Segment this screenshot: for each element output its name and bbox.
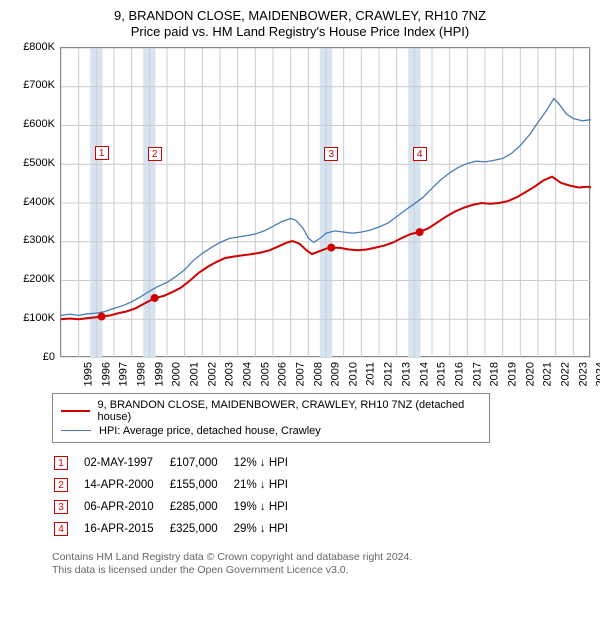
- x-axis-label: 1997: [118, 362, 130, 386]
- sale-marker-label: 4: [413, 147, 427, 161]
- x-axis-label: 2012: [383, 362, 395, 386]
- x-axis-label: 2003: [224, 362, 236, 386]
- sale-marker-label: 1: [95, 146, 109, 160]
- sale-marker-label: 3: [324, 147, 338, 161]
- x-axis-label: 1998: [135, 362, 147, 386]
- y-axis-label: £400K: [9, 196, 55, 208]
- y-axis-label: £300K: [9, 234, 55, 246]
- table-row: 2 14-APR-2000£155,00021% ↓ HPI: [54, 475, 302, 495]
- sale-price: £107,000: [170, 453, 232, 473]
- table-row: 1 02-MAY-1997£107,00012% ↓ HPI: [54, 453, 302, 473]
- sale-marker-dot: [327, 243, 335, 251]
- x-axis-label: 2013: [400, 362, 412, 386]
- sales-table: 1 02-MAY-1997£107,00012% ↓ HPI 2 14-APR-200…: [52, 451, 304, 541]
- table-row: 3 06-APR-2010£285,00019% ↓ HPI: [54, 497, 302, 517]
- y-axis-label: £200K: [9, 273, 55, 285]
- sale-price: £325,000: [170, 519, 232, 539]
- x-axis-label: 2020: [524, 362, 536, 386]
- sale-marker-ref: 2: [54, 478, 68, 492]
- legend-label: HPI: Average price, detached house, Craw…: [99, 425, 321, 437]
- sale-price: £155,000: [170, 475, 232, 495]
- legend: 9, BRANDON CLOSE, MAIDENBOWER, CRAWLEY, …: [52, 393, 490, 443]
- sale-date: 14-APR-2000: [84, 475, 168, 495]
- x-axis-label: 2021: [542, 362, 554, 386]
- legend-label: 9, BRANDON CLOSE, MAIDENBOWER, CRAWLEY, …: [98, 399, 481, 423]
- footer-line2: This data is licensed under the Open Gov…: [52, 564, 590, 578]
- x-axis-label: 2000: [171, 362, 183, 386]
- x-axis-label: 2005: [259, 362, 271, 386]
- x-axis-label: 2023: [577, 362, 589, 386]
- sale-date: 02-MAY-1997: [84, 453, 168, 473]
- legend-swatch: [61, 430, 91, 431]
- footer-attribution: Contains HM Land Registry data © Crown c…: [52, 551, 590, 578]
- x-axis-label: 2001: [188, 362, 200, 386]
- y-axis-label: £600K: [9, 118, 55, 130]
- sale-marker-dot: [416, 228, 424, 236]
- x-axis-label: 1995: [82, 362, 94, 386]
- plot-svg: [61, 48, 591, 358]
- x-axis-label: 2014: [418, 362, 430, 386]
- x-axis-label: 2016: [453, 362, 465, 386]
- y-axis-label: £800K: [9, 41, 55, 53]
- x-axis-label: 2002: [206, 362, 218, 386]
- sale-marker-dot: [98, 312, 106, 320]
- x-axis-label: 2008: [312, 362, 324, 386]
- y-axis-label: £500K: [9, 157, 55, 169]
- x-axis-label: 2010: [347, 362, 359, 386]
- y-axis-label: £100K: [9, 312, 55, 324]
- sale-marker-ref: 3: [54, 500, 68, 514]
- y-axis-label: £700K: [9, 79, 55, 91]
- y-axis-label: £0: [9, 351, 55, 363]
- legend-swatch: [61, 410, 90, 412]
- x-axis-label: 2024: [595, 362, 600, 386]
- chart-container: 9, BRANDON CLOSE, MAIDENBOWER, CRAWLEY, …: [0, 0, 600, 584]
- table-row: 4 16-APR-2015£325,00029% ↓ HPI: [54, 519, 302, 539]
- x-axis-label: 2022: [559, 362, 571, 386]
- legend-row: HPI: Average price, detached house, Craw…: [61, 424, 481, 438]
- sale-hpi-diff: 29% ↓ HPI: [234, 519, 302, 539]
- sale-hpi-diff: 12% ↓ HPI: [234, 453, 302, 473]
- sale-hpi-diff: 21% ↓ HPI: [234, 475, 302, 495]
- x-axis-label: 2015: [436, 362, 448, 386]
- x-axis-label: 2017: [471, 362, 483, 386]
- x-axis-label: 2006: [277, 362, 289, 386]
- x-axis-label: 2011: [364, 362, 376, 386]
- x-axis-label: 2004: [241, 362, 253, 386]
- sale-marker-ref: 1: [54, 456, 68, 470]
- sale-marker-ref: 4: [54, 522, 68, 536]
- x-axis-label: 2009: [330, 362, 342, 386]
- plot-area: £0£100K£200K£300K£400K£500K£600K£700K£80…: [60, 47, 590, 357]
- x-axis-label: 2007: [294, 362, 306, 386]
- sale-hpi-diff: 19% ↓ HPI: [234, 497, 302, 517]
- x-axis-label: 2018: [489, 362, 501, 386]
- chart-title-line2: Price paid vs. HM Land Registry's House …: [10, 24, 590, 40]
- x-axis-label: 1996: [100, 362, 112, 386]
- footer-line1: Contains HM Land Registry data © Crown c…: [52, 551, 590, 565]
- legend-row: 9, BRANDON CLOSE, MAIDENBOWER, CRAWLEY, …: [61, 398, 481, 424]
- sale-marker-label: 2: [148, 147, 162, 161]
- chart-title-line1: 9, BRANDON CLOSE, MAIDENBOWER, CRAWLEY, …: [10, 8, 590, 24]
- sale-date: 16-APR-2015: [84, 519, 168, 539]
- sale-price: £285,000: [170, 497, 232, 517]
- sale-marker-dot: [151, 293, 159, 301]
- x-axis-label: 1999: [153, 362, 165, 386]
- x-axis-label: 2019: [506, 362, 518, 386]
- sale-date: 06-APR-2010: [84, 497, 168, 517]
